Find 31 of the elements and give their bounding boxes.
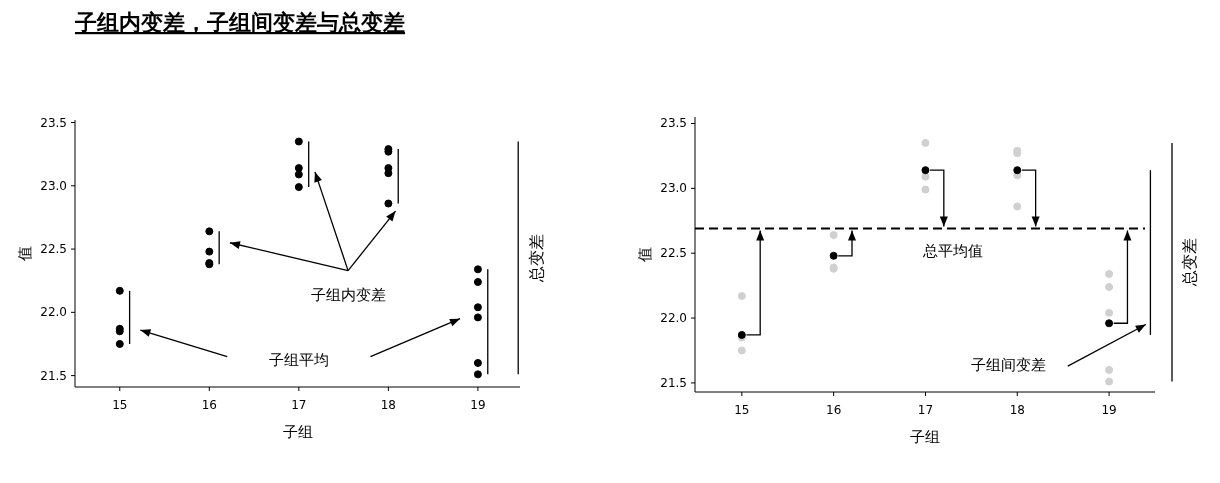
y-tick-label: 23.5 <box>40 115 67 130</box>
x-tick-label: 16 <box>201 398 217 412</box>
x-tick-label: 19 <box>1101 403 1117 417</box>
x-axis-title: 子组 <box>282 423 313 441</box>
x-tick-label: 17 <box>917 403 934 417</box>
y-tick-label: 23.0 <box>660 181 687 196</box>
text: 总变差 <box>1180 238 1199 288</box>
x-tick-label: 15 <box>734 403 750 417</box>
annotation: 子组内变差 <box>310 285 386 304</box>
y-tick-label: 22.5 <box>660 246 687 261</box>
y-tick-label: 23.0 <box>40 178 67 193</box>
y-tick-label: 22.0 <box>660 311 687 326</box>
x-tick-label: 16 <box>826 403 842 417</box>
y-tick-label: 22.5 <box>40 242 67 257</box>
legend-label: 总平均值 <box>922 241 983 260</box>
x-tick-label: 18 <box>1009 403 1025 417</box>
y-tick-label: 21.5 <box>660 375 687 390</box>
annotation: 子组平均 <box>268 351 329 370</box>
annotation: 子组间变差 <box>970 355 1046 374</box>
x-tick-label: 15 <box>112 398 128 412</box>
y-tick-label: 21.5 <box>40 368 67 383</box>
x-axis-title: 子组 <box>910 428 940 446</box>
y-axis-title: 值 <box>636 247 654 262</box>
y-tick-label: 22.0 <box>40 305 67 320</box>
y-tick-label: 23.5 <box>660 116 687 131</box>
x-tick-label: 18 <box>380 398 397 412</box>
x-tick-label: 19 <box>470 398 486 412</box>
y-axis-title: 值 <box>16 246 34 261</box>
chart-title: 子组内变差，子组间变差与总变差 <box>74 10 405 35</box>
text: 总变差 <box>527 233 546 283</box>
x-tick-label: 17 <box>291 398 307 412</box>
